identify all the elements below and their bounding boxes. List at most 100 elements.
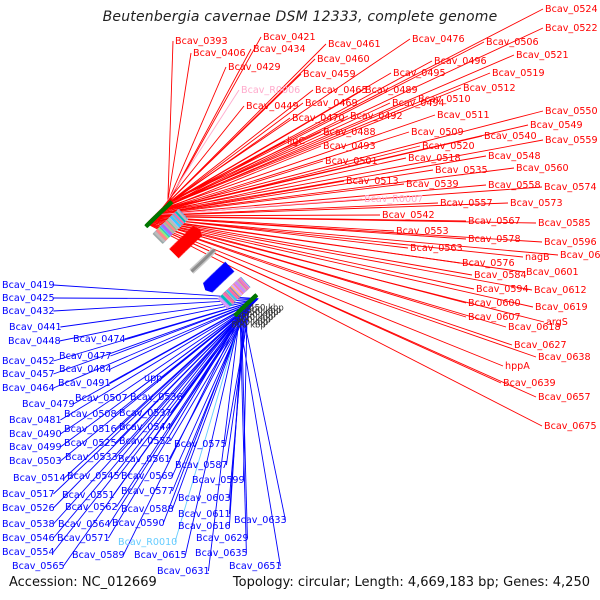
reverse-gene-label: Bcav_0564 xyxy=(58,519,111,530)
reverse-leader-line xyxy=(53,313,243,539)
reverse-gene-arrow xyxy=(210,275,221,286)
forward-leader-line xyxy=(146,222,537,398)
reverse-gene-arrow xyxy=(203,281,214,292)
forward-leader-line xyxy=(156,169,434,214)
forward-gene-label: Bcav_0512 xyxy=(463,83,516,94)
forward-gene-label: Bcav_0434 xyxy=(253,44,306,55)
forward-gene-label: Bcav_0596 xyxy=(544,237,597,248)
reverse-gene-label: Bcav_0544 xyxy=(119,422,172,433)
reverse-gene-label: Bcav_0537 xyxy=(119,408,172,419)
reverse-leader-line xyxy=(170,306,251,442)
kbp-label: 650 kbp xyxy=(239,313,274,323)
reverse-gene-arrow xyxy=(212,273,223,284)
cog-feature-bar xyxy=(173,212,185,225)
reverse-gene-arrow xyxy=(215,270,226,281)
reverse-gene-arrow xyxy=(209,276,219,287)
backbone-core xyxy=(190,248,216,273)
reverse-gene-arrow xyxy=(223,262,234,273)
reverse-gene-label: Bcav_0419 xyxy=(2,280,55,291)
reverse-gene-label: Bcav_0616 xyxy=(178,521,231,532)
forward-leader-line xyxy=(167,40,174,203)
forward-gene-label: Bcav_0520 xyxy=(422,141,475,152)
reverse-gene-arrow xyxy=(211,274,221,285)
cog-feature-bar xyxy=(161,223,173,236)
reverse-gene-arrow xyxy=(221,265,231,276)
forward-gene-label: Bcav_0535 xyxy=(435,165,488,176)
reverse-gene-arrow xyxy=(213,272,223,283)
forward-leader-line xyxy=(163,89,314,207)
reverse-gene-label: Bcav_0651 xyxy=(229,561,282,572)
reverse-gene-label: Bcav_0545 xyxy=(67,471,120,482)
reverse-gene-label: Bcav_0499 xyxy=(9,442,62,453)
reverse-leader-line xyxy=(162,312,244,524)
forward-gene-label: Bcav_0618 xyxy=(508,322,561,333)
forward-gene-label: Bcav_0494 xyxy=(392,98,445,109)
forward-leader-line xyxy=(152,217,543,243)
forward-gene-label: Bcav_0540 xyxy=(484,131,537,142)
cog-feature-bar xyxy=(223,291,235,304)
reverse-gene-label: Bcav_0432 xyxy=(2,306,55,317)
forward-leader-line xyxy=(159,131,410,211)
forward-leader-line xyxy=(167,52,192,204)
reverse-gene-arrow xyxy=(208,277,218,288)
forward-leader-line xyxy=(165,60,433,206)
forward-leader-line xyxy=(156,157,407,214)
forward-leader-line xyxy=(160,115,349,210)
reverse-leader-line xyxy=(109,312,245,525)
forward-leader-line xyxy=(150,218,525,273)
reverse-gene-label: Bcav_0481 xyxy=(9,415,62,426)
reverse-leader-line xyxy=(110,301,256,370)
reverse-gene-label: Bcav_0587 xyxy=(175,460,228,471)
forward-gene-label: Bcav_0560 xyxy=(516,163,569,174)
reverse-gene-arrow xyxy=(204,280,215,291)
reverse-gene-arrow xyxy=(207,278,218,288)
forward-leader-line xyxy=(148,220,545,323)
accession-text: Accession: NC_012669 xyxy=(9,575,157,590)
forward-gene-label: Bcav_0476 xyxy=(412,34,465,45)
forward-gene-label: Bcav_0574 xyxy=(544,182,597,193)
forward-gene-label: argS xyxy=(546,317,568,328)
reverse-gene-arrow xyxy=(216,269,227,280)
forward-gene-label: Bcav_0563 xyxy=(410,243,463,254)
reverse-gene-arrow xyxy=(202,282,213,293)
cog-feature-bar xyxy=(225,290,236,302)
reverse-gene-arrow xyxy=(213,272,224,283)
reverse-gene-arrow xyxy=(204,281,215,292)
forward-gene-label: Bcav_0429 xyxy=(228,62,281,73)
reverse-gene-arrow xyxy=(221,264,232,275)
forward-leader-line xyxy=(158,139,544,212)
reverse-leader-line xyxy=(225,307,249,466)
forward-gene-label: Bcav_0509 xyxy=(411,127,464,138)
reverse-gene-arrow xyxy=(210,275,221,286)
reverse-gene-arrow xyxy=(220,265,230,276)
forward-gene-label: Bcav_0510 xyxy=(418,94,471,105)
forward-gene-label: Bcav_0461 xyxy=(328,39,381,50)
reverse-gene-arrow xyxy=(212,272,223,283)
reverse-gene-arrow xyxy=(209,276,219,287)
cog-feature-bar xyxy=(218,297,230,309)
reverse-gene-arrow xyxy=(218,267,228,279)
forward-gene-label: Bcav_0501 xyxy=(325,156,378,167)
forward-gene-label: Bcav_0612 xyxy=(534,285,587,296)
reverse-gene-arrow xyxy=(206,279,217,290)
reverse-gene-arrow xyxy=(210,274,221,285)
reverse-gene-label: Bcav_0599 xyxy=(192,475,245,486)
forward-leader-line xyxy=(158,140,286,212)
cog-feature-bar xyxy=(237,279,248,291)
forward-gene-label: Bcav_0638 xyxy=(538,352,591,363)
reverse-gene-arrow xyxy=(215,270,226,281)
forward-leader-line xyxy=(151,217,559,256)
reverse-gene-label: Bcav_0533 xyxy=(65,452,118,463)
forward-leader-line xyxy=(166,66,227,204)
reverse-gene-arrow xyxy=(218,267,228,278)
cog-feature-bar xyxy=(153,230,166,243)
cog-feature-bar xyxy=(238,278,250,290)
reverse-gene-label: Bcav_0538 xyxy=(2,519,55,530)
forward-leader-line xyxy=(162,105,245,208)
forward-gene-label: Bcav_R0007 xyxy=(364,194,423,205)
reverse-leader-line xyxy=(118,308,249,477)
reverse-leader-line xyxy=(115,303,253,415)
forward-leader-line xyxy=(150,219,475,290)
reverse-gene-arrow xyxy=(212,273,223,284)
